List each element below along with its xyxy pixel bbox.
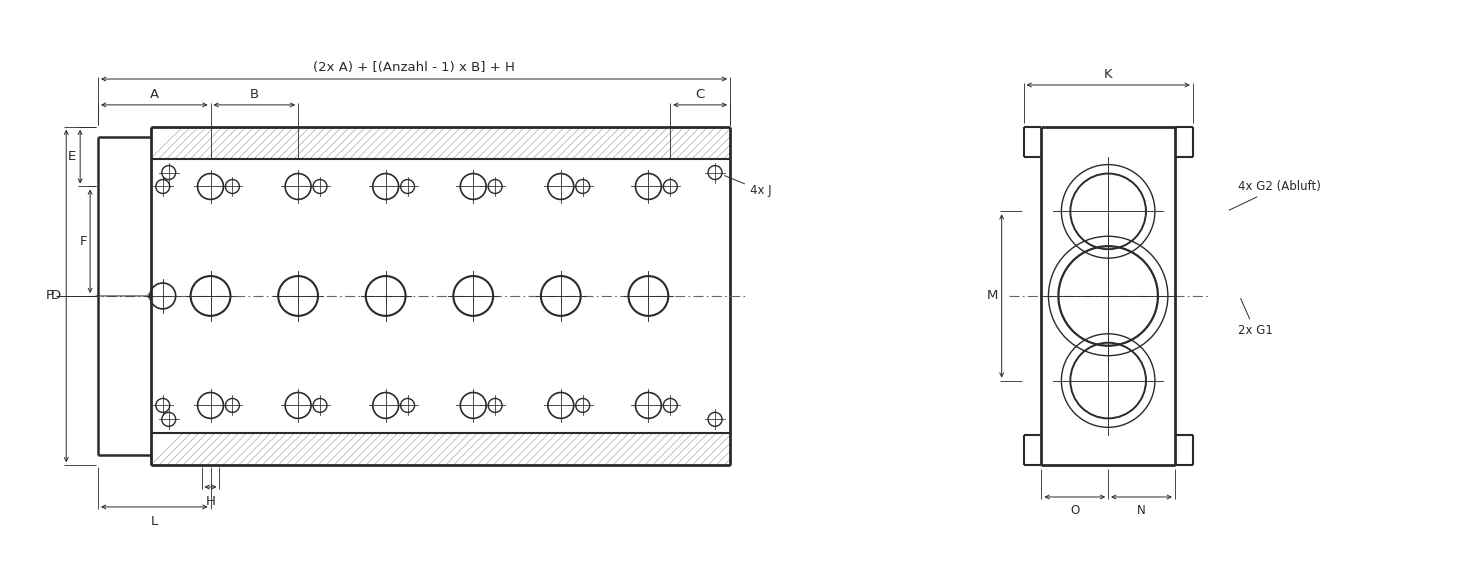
- Text: K: K: [1104, 68, 1112, 81]
- Text: L: L: [150, 515, 157, 528]
- Text: E: E: [69, 150, 76, 163]
- Text: C: C: [695, 88, 704, 101]
- Text: P: P: [45, 289, 54, 302]
- Text: N: N: [1137, 504, 1146, 517]
- Text: (2x A) + [(Anzahl - 1) x B] + H: (2x A) + [(Anzahl - 1) x B] + H: [313, 61, 515, 74]
- Text: O: O: [1070, 504, 1079, 517]
- Text: 4x G2 (Abluft): 4x G2 (Abluft): [1229, 180, 1321, 210]
- Text: H: H: [206, 495, 216, 508]
- Text: 2x G1: 2x G1: [1238, 298, 1273, 338]
- Text: A: A: [150, 88, 159, 101]
- Text: D: D: [51, 289, 61, 302]
- Text: M: M: [986, 289, 997, 302]
- Text: B: B: [249, 88, 260, 101]
- Text: F: F: [80, 235, 87, 248]
- Text: 4x J: 4x J: [725, 176, 771, 197]
